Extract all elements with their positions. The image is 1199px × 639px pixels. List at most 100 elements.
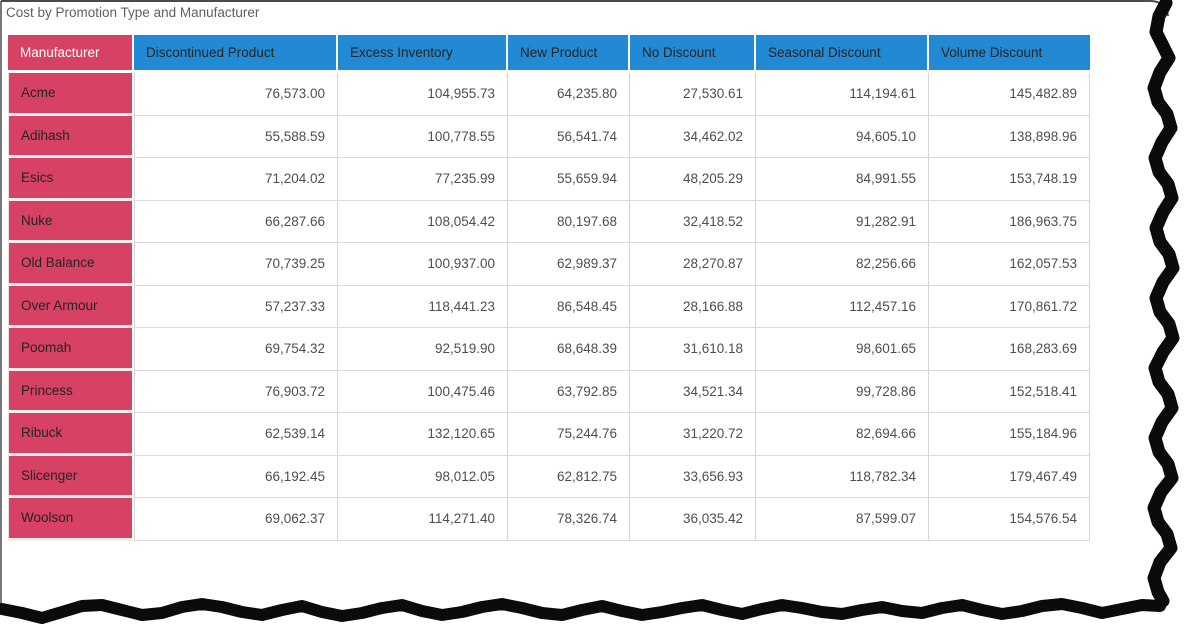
row-header-manufacturer[interactable]: Old Balance [8, 243, 134, 286]
cell-seasonal-discount[interactable]: 91,282.91 [756, 200, 929, 243]
cell-excess-inventory[interactable]: 77,235.99 [338, 158, 508, 201]
row-header-manufacturer[interactable]: Ribuck [8, 413, 134, 456]
cell-excess-inventory[interactable]: 92,519.90 [338, 328, 508, 371]
cell-excess-inventory[interactable]: 114,271.40 [338, 498, 508, 541]
table-row: Acme 76,573.00 104,955.73 64,235.80 27,5… [8, 73, 1090, 116]
cell-volume-discount[interactable]: 154,576.54 [929, 498, 1090, 541]
cell-volume-discount[interactable]: 145,482.89 [929, 73, 1090, 116]
cell-new-product[interactable]: 75,244.76 [508, 413, 630, 456]
cell-excess-inventory[interactable]: 118,441.23 [338, 285, 508, 328]
column-header-discontinued-product[interactable]: Discontinued Product [134, 35, 338, 73]
column-header-volume-discount[interactable]: Volume Discount [929, 35, 1090, 73]
cell-volume-discount[interactable]: 162,057.53 [929, 243, 1090, 286]
cell-new-product[interactable]: 62,989.37 [508, 243, 630, 286]
cell-discontinued-product[interactable]: 66,287.66 [134, 200, 338, 243]
cell-seasonal-discount[interactable]: 82,256.66 [756, 243, 929, 286]
cell-excess-inventory[interactable]: 132,120.65 [338, 413, 508, 456]
cell-discontinued-product[interactable]: 55,588.59 [134, 115, 338, 158]
cell-discontinued-product[interactable]: 66,192.45 [134, 455, 338, 498]
column-header-new-product[interactable]: New Product [508, 35, 630, 73]
cell-volume-discount[interactable]: 155,184.96 [929, 413, 1090, 456]
cell-excess-inventory[interactable]: 104,955.73 [338, 73, 508, 116]
cell-seasonal-discount[interactable]: 114,194.61 [756, 73, 929, 116]
row-header-manufacturer[interactable]: Esics [8, 158, 134, 201]
cell-seasonal-discount[interactable]: 112,457.16 [756, 285, 929, 328]
cell-discontinued-product[interactable]: 70,739.25 [134, 243, 338, 286]
cell-seasonal-discount[interactable]: 82,694.66 [756, 413, 929, 456]
row-header-manufacturer[interactable]: Poomah [8, 328, 134, 371]
cell-excess-inventory[interactable]: 100,778.55 [338, 115, 508, 158]
row-header-manufacturer[interactable]: Acme [8, 73, 134, 116]
table-row: Over Armour 57,237.33 118,441.23 86,548.… [8, 285, 1090, 328]
table-row: Nuke 66,287.66 108,054.42 80,197.68 32,4… [8, 200, 1090, 243]
cell-volume-discount[interactable]: 186,963.75 [929, 200, 1090, 243]
column-header-no-discount[interactable]: No Discount [630, 35, 756, 73]
column-header-seasonal-discount[interactable]: Seasonal Discount [756, 35, 929, 73]
cell-no-discount[interactable]: 27,530.61 [630, 73, 756, 116]
cell-new-product[interactable]: 55,659.94 [508, 158, 630, 201]
cell-seasonal-discount[interactable]: 94,605.10 [756, 115, 929, 158]
cell-no-discount[interactable]: 34,521.34 [630, 370, 756, 413]
cell-no-discount[interactable]: 31,610.18 [630, 328, 756, 371]
cell-no-discount[interactable]: 28,166.88 [630, 285, 756, 328]
cell-new-product[interactable]: 78,326.74 [508, 498, 630, 541]
cell-excess-inventory[interactable]: 98,012.05 [338, 455, 508, 498]
cell-no-discount[interactable]: 36,035.42 [630, 498, 756, 541]
row-header-manufacturer[interactable]: Princess [8, 370, 134, 413]
cell-new-product[interactable]: 86,548.45 [508, 285, 630, 328]
cell-no-discount[interactable]: 31,220.72 [630, 413, 756, 456]
cost-matrix-table: Manufacturer Discontinued Product Excess… [8, 35, 1090, 541]
cell-volume-discount[interactable]: 179,467.49 [929, 455, 1090, 498]
cell-seasonal-discount[interactable]: 87,599.07 [756, 498, 929, 541]
row-header-manufacturer[interactable]: Nuke [8, 200, 134, 243]
table-row: Woolson 69,062.37 114,271.40 78,326.74 3… [8, 498, 1090, 541]
cell-volume-discount[interactable]: 170,861.72 [929, 285, 1090, 328]
cell-discontinued-product[interactable]: 76,573.00 [134, 73, 338, 116]
table-row: Adihash 55,588.59 100,778.55 56,541.74 3… [8, 115, 1090, 158]
table-header-row: Manufacturer Discontinued Product Excess… [8, 35, 1090, 73]
table-row: Princess 76,903.72 100,475.46 63,792.85 … [8, 370, 1090, 413]
row-header-manufacturer[interactable]: Woolson [8, 498, 134, 541]
cell-new-product[interactable]: 62,812.75 [508, 455, 630, 498]
cell-no-discount[interactable]: 32,418.52 [630, 200, 756, 243]
cell-new-product[interactable]: 68,648.39 [508, 328, 630, 371]
cell-excess-inventory[interactable]: 100,475.46 [338, 370, 508, 413]
column-header-manufacturer[interactable]: Manufacturer [8, 35, 134, 73]
cell-seasonal-discount[interactable]: 118,782.34 [756, 455, 929, 498]
cell-excess-inventory[interactable]: 100,937.00 [338, 243, 508, 286]
table-row: Esics 71,204.02 77,235.99 55,659.94 48,2… [8, 158, 1090, 201]
torn-edge-right [1147, 0, 1180, 608]
cell-volume-discount[interactable]: 153,748.19 [929, 158, 1090, 201]
cell-new-product[interactable]: 56,541.74 [508, 115, 630, 158]
cell-discontinued-product[interactable]: 69,754.32 [134, 328, 338, 371]
table-body: Acme 76,573.00 104,955.73 64,235.80 27,5… [8, 73, 1090, 541]
torn-edge-bottom [0, 598, 1166, 624]
cell-discontinued-product[interactable]: 69,062.37 [134, 498, 338, 541]
cell-no-discount[interactable]: 48,205.29 [630, 158, 756, 201]
cell-seasonal-discount[interactable]: 98,601.65 [756, 328, 929, 371]
cell-no-discount[interactable]: 34,462.02 [630, 115, 756, 158]
cell-volume-discount[interactable]: 168,283.69 [929, 328, 1090, 371]
table-row: Slicenger 66,192.45 98,012.05 62,812.75 … [8, 455, 1090, 498]
cell-volume-discount[interactable]: 152,518.41 [929, 370, 1090, 413]
column-header-excess-inventory[interactable]: Excess Inventory [338, 35, 508, 73]
cell-new-product[interactable]: 80,197.68 [508, 200, 630, 243]
cell-seasonal-discount[interactable]: 99,728.86 [756, 370, 929, 413]
cell-discontinued-product[interactable]: 62,539.14 [134, 413, 338, 456]
cell-discontinued-product[interactable]: 71,204.02 [134, 158, 338, 201]
cell-discontinued-product[interactable]: 57,237.33 [134, 285, 338, 328]
table-row: Ribuck 62,539.14 132,120.65 75,244.76 31… [8, 413, 1090, 456]
table-row: Poomah 69,754.32 92,519.90 68,648.39 31,… [8, 328, 1090, 371]
row-header-manufacturer[interactable]: Slicenger [8, 455, 134, 498]
cell-volume-discount[interactable]: 138,898.96 [929, 115, 1090, 158]
cell-no-discount[interactable]: 33,656.93 [630, 455, 756, 498]
cell-seasonal-discount[interactable]: 84,991.55 [756, 158, 929, 201]
cell-discontinued-product[interactable]: 76,903.72 [134, 370, 338, 413]
cell-excess-inventory[interactable]: 108,054.42 [338, 200, 508, 243]
cell-new-product[interactable]: 63,792.85 [508, 370, 630, 413]
cell-new-product[interactable]: 64,235.80 [508, 73, 630, 116]
cell-no-discount[interactable]: 28,270.87 [630, 243, 756, 286]
row-header-manufacturer[interactable]: Over Armour [8, 285, 134, 328]
row-header-manufacturer[interactable]: Adihash [8, 115, 134, 158]
